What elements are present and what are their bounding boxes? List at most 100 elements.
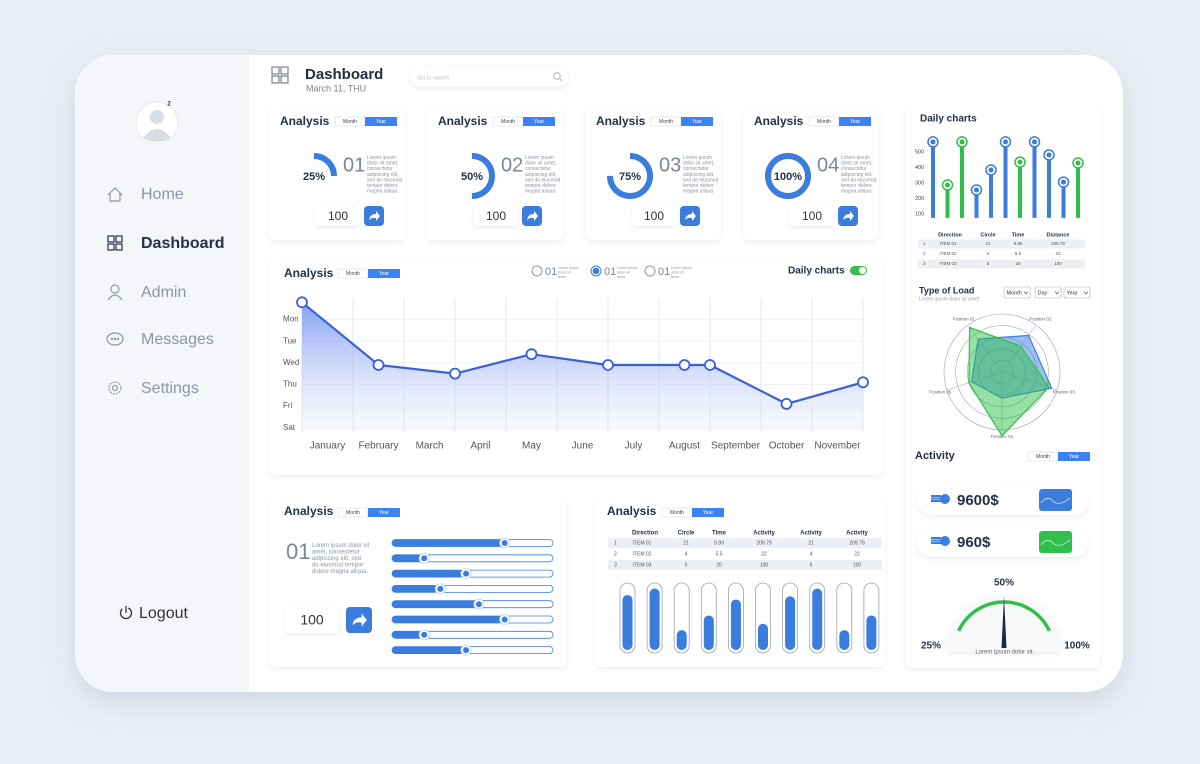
search-box[interactable] <box>410 67 568 87</box>
lollipop-dot <box>1046 152 1052 158</box>
slider-knob-dot <box>421 555 428 562</box>
slider-knob-dot <box>437 585 444 592</box>
slider-knob-dot <box>501 616 508 623</box>
menu-item[interactable]: Messages <box>141 331 214 348</box>
panel <box>269 497 567 667</box>
lollipop-dot <box>1032 139 1037 145</box>
header-icon <box>280 66 289 75</box>
menu-item[interactable]: Settings <box>141 380 199 397</box>
share-icon <box>843 211 854 221</box>
table-row <box>608 549 882 559</box>
tab-active[interactable] <box>365 117 397 126</box>
bar <box>730 599 741 650</box>
table-cell: 1 <box>923 241 926 246</box>
table-cell: ITEM 02 <box>633 551 652 557</box>
table-cell: 21 <box>985 241 991 246</box>
select[interactable] <box>1034 286 1062 299</box>
admin-body <box>107 294 123 301</box>
input[interactable] <box>316 206 360 226</box>
card-text: Lorem ipsum dolor sit amet, consectetur adi… <box>525 155 561 195</box>
point <box>372 359 385 371</box>
slider-fill <box>392 585 441 593</box>
y-tick-label: Tue <box>283 336 297 345</box>
table-cell: 9.99 <box>714 540 724 546</box>
search-placeholder: Go to search <box>418 75 450 81</box>
point <box>678 359 691 371</box>
point <box>525 348 538 361</box>
lollipop-stem <box>1018 162 1022 218</box>
card-number: 01 <box>343 154 365 176</box>
grid-cell <box>115 243 123 251</box>
card-title: Analysis <box>754 114 804 128</box>
legend-radio[interactable] <box>644 265 656 277</box>
slider-knob-dot <box>501 540 508 546</box>
tab-label: Year <box>850 119 860 125</box>
search-icon-handle <box>559 78 563 82</box>
menu-item[interactable]: Admin <box>141 284 186 301</box>
tab-active[interactable] <box>839 117 871 126</box>
area <box>302 302 863 432</box>
legend-number: 01 <box>604 266 616 278</box>
tab-active[interactable] <box>681 117 713 126</box>
dot <box>110 337 114 341</box>
legend-number: 01 <box>545 266 557 278</box>
table-cell: 100 <box>760 562 769 568</box>
tab-active[interactable] <box>368 269 400 278</box>
section-title: Activity <box>915 450 956 462</box>
tab-label: Month <box>346 510 360 516</box>
x-tick-label: October <box>769 441 805 452</box>
input[interactable] <box>286 607 338 633</box>
select-label: Year <box>1067 290 1078 296</box>
x-tick-label: May <box>522 441 541 452</box>
table-header: Circle <box>678 531 695 537</box>
lollipop-stem <box>1061 182 1066 218</box>
grid-cell <box>107 243 115 251</box>
card-number: 04 <box>817 154 839 176</box>
x-tick-label: September <box>711 441 761 452</box>
y-tick-label: 500 <box>915 149 924 155</box>
lollipop-stem <box>931 141 935 218</box>
donut <box>449 153 495 199</box>
select[interactable] <box>1003 286 1031 299</box>
grid-cell <box>107 235 115 243</box>
y-tick-label: Sat <box>283 423 296 432</box>
mini-chart <box>1039 489 1072 511</box>
lollipop-dot <box>988 167 994 173</box>
y-tick-label: Fri <box>283 401 293 410</box>
chart-subtitle: Lorem ipsum dolor sit amet <box>919 296 980 302</box>
share-icon <box>369 211 380 221</box>
menu-icon <box>107 284 123 301</box>
table-cell: ITEM 01 <box>633 540 652 546</box>
table-cell: 100 <box>1054 261 1062 266</box>
table-cell: 1 <box>614 540 617 546</box>
mini-chart-wave <box>1040 539 1071 546</box>
input[interactable] <box>474 206 518 226</box>
page-title: Dashboard <box>305 66 383 83</box>
slider-fill <box>392 554 425 562</box>
toggle-label: Daily charts <box>788 266 845 277</box>
table-cell: 5 <box>987 261 990 266</box>
header-icon <box>271 66 280 75</box>
menu-item[interactable]: Dashboard <box>141 235 225 252</box>
y-tick-label: Thu <box>283 380 297 389</box>
x-tick-label: March <box>416 441 444 452</box>
x-tick-label: November <box>814 441 861 452</box>
tab-active[interactable] <box>692 508 724 517</box>
logout[interactable]: Logout <box>139 605 188 622</box>
menu-item[interactable]: Home <box>141 186 184 203</box>
tab-active[interactable] <box>523 117 555 126</box>
admin-head <box>110 284 120 294</box>
legend-radio[interactable] <box>531 265 543 277</box>
select[interactable] <box>1063 286 1091 299</box>
tab-active[interactable] <box>1058 452 1090 461</box>
table-header: Circle <box>980 232 995 238</box>
table-cell: ITEM 03 <box>633 562 652 568</box>
input[interactable] <box>790 206 834 226</box>
bar <box>649 588 660 650</box>
tab-label: Year <box>534 119 544 125</box>
slider-fill <box>392 616 505 623</box>
tab-active[interactable] <box>368 508 400 517</box>
gauge-label: 25% <box>921 641 941 652</box>
input[interactable] <box>632 206 676 226</box>
